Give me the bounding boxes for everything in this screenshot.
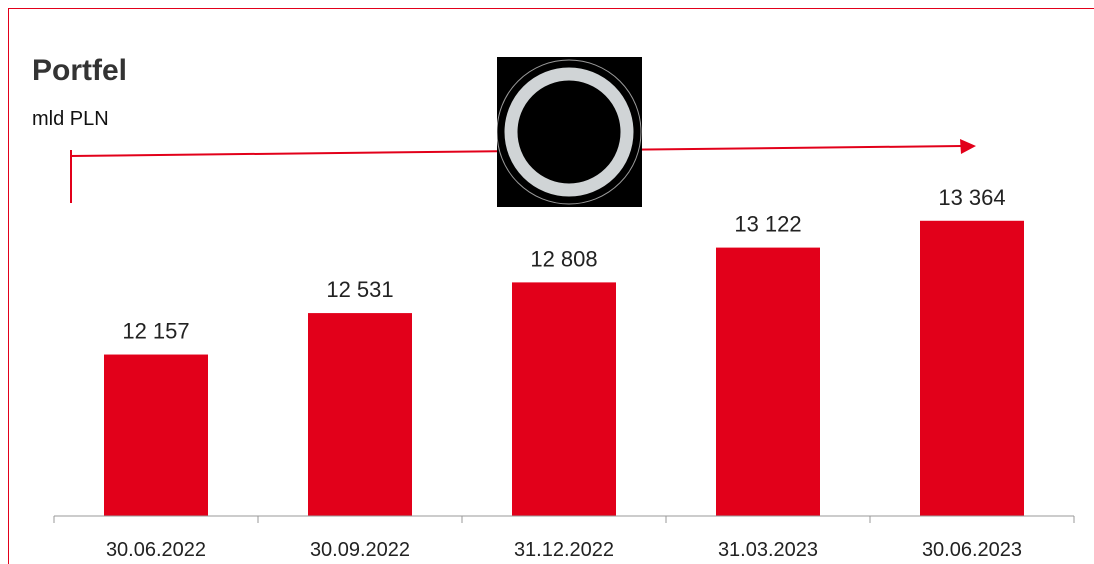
bar [512,282,616,516]
bar-value-label: 13 364 [938,185,1005,210]
bar-value-label: 12 531 [326,277,393,302]
bar [920,220,1024,516]
x-axis: 30.06.2022 30.09.2022 31.12.2022 31.03.2023… [53,515,1075,561]
ring-icon [496,57,642,207]
bar-value-label: 13 122 [734,212,801,237]
x-tick-label: 30.06.2022 [106,539,206,561]
bar [104,354,208,516]
arrow-head [960,139,976,154]
x-tick-label: 30.09.2022 [310,539,410,561]
bar-value-label: 12 157 [122,319,189,344]
frame-left-border [8,8,9,564]
x-tick-label: 31.03.2023 [718,539,818,561]
chart-title: Portfel [32,54,128,87]
unit-label: mld PLN [32,108,109,130]
bar [716,247,820,516]
x-tick-label: 31.12.2022 [514,539,614,561]
bar [308,313,412,516]
x-tick-label: 30.06.2023 [922,539,1022,561]
bar-group: 12 157 12 531 12 808 13 122 13 364 [104,185,1024,516]
bar-value-label: 12 808 [530,246,597,271]
frame-top-border [8,8,1094,9]
